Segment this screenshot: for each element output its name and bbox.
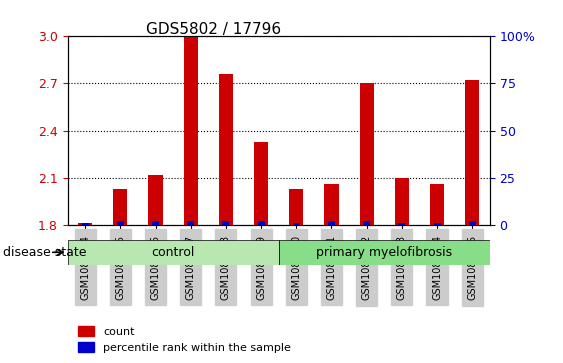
Bar: [254, 142, 268, 225]
FancyBboxPatch shape: [279, 240, 490, 265]
Bar: [293, 223, 300, 225]
Bar: [222, 221, 230, 225]
Bar: [152, 221, 159, 225]
Bar: [78, 224, 92, 225]
Bar: [360, 83, 374, 225]
Bar: [184, 36, 198, 225]
Bar: [468, 221, 476, 225]
Text: control: control: [151, 246, 195, 259]
Bar: [219, 74, 233, 225]
Bar: [328, 221, 335, 225]
Bar: [399, 223, 405, 225]
Bar: [82, 223, 89, 225]
Text: disease state: disease state: [3, 246, 86, 259]
Bar: [149, 175, 163, 225]
Bar: [430, 184, 444, 225]
Bar: [187, 221, 194, 225]
Bar: [258, 221, 265, 225]
FancyBboxPatch shape: [68, 240, 279, 265]
Bar: [289, 189, 303, 225]
Bar: [113, 189, 127, 225]
Bar: [395, 178, 409, 225]
Text: primary myelofibrosis: primary myelofibrosis: [316, 246, 452, 259]
Bar: [324, 184, 338, 225]
Legend: count, percentile rank within the sample: count, percentile rank within the sample: [73, 322, 296, 358]
Bar: [434, 223, 440, 225]
Text: GDS5802 / 17796: GDS5802 / 17796: [146, 22, 282, 37]
Bar: [363, 221, 370, 225]
Bar: [117, 221, 124, 225]
Bar: [465, 80, 479, 225]
